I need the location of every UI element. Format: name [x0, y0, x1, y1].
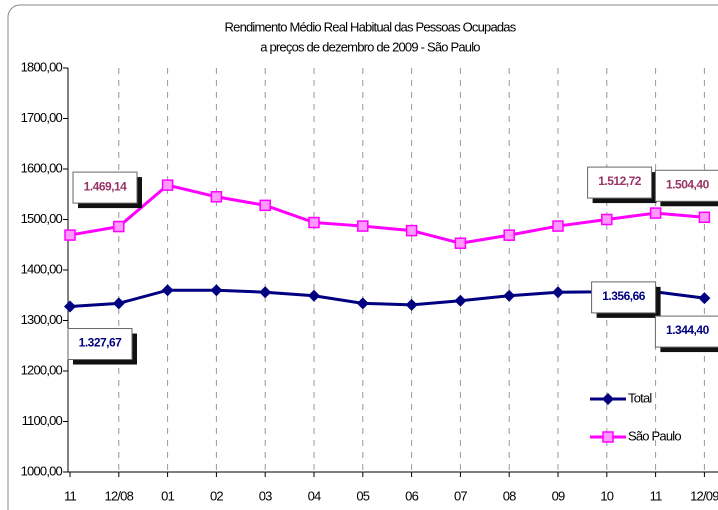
point — [308, 216, 320, 229]
chart-border — [7, 4, 718, 510]
point — [649, 207, 662, 219]
y-tick-label: 1500,00 — [21, 211, 63, 226]
label-box — [591, 281, 657, 314]
point — [161, 284, 174, 297]
data-label: 1.504,40 — [666, 177, 710, 191]
point — [454, 237, 467, 249]
point — [113, 220, 125, 233]
x-tick-label: 10 — [600, 488, 613, 503]
y-tick-label: 1000,00 — [21, 463, 63, 478]
label-box — [67, 328, 133, 361]
data-label: 1.356,66 — [602, 289, 646, 303]
x-tick-label: 07 — [454, 488, 467, 503]
label-box — [654, 169, 718, 202]
label-box — [654, 315, 718, 348]
x-tick-label: 04 — [308, 488, 321, 503]
point — [552, 286, 564, 299]
point — [405, 224, 418, 237]
point — [259, 199, 271, 212]
x-tick-label: 08 — [503, 488, 516, 503]
point — [64, 300, 76, 313]
point — [259, 286, 272, 299]
point — [698, 211, 711, 224]
x-tick-label: 03 — [259, 488, 272, 503]
data-label: 1.469,14 — [84, 179, 128, 193]
label-box — [72, 171, 138, 204]
x-tick-label: 01 — [161, 488, 174, 503]
y-tick-label: 1700,00 — [21, 110, 63, 125]
x-tick-label: 12/08 — [105, 488, 134, 503]
x-tick-label: 02 — [210, 488, 223, 503]
label-box — [587, 166, 653, 199]
y-tick-label: 1300,00 — [21, 312, 63, 327]
point — [356, 297, 369, 310]
x-tick-label: 06 — [405, 488, 418, 503]
point — [552, 220, 564, 232]
legend-label: São Paulo — [628, 428, 681, 443]
point — [601, 213, 613, 226]
x-tick-label: 11 — [64, 488, 76, 503]
point — [161, 179, 174, 191]
legend-marker — [602, 393, 614, 405]
point — [210, 284, 223, 297]
data-label: 1.327,67 — [79, 336, 123, 350]
x-tick-label: 12/09 — [690, 488, 718, 503]
chart-subtitle: a preços de dezembro de 2009 - São Paulo — [260, 39, 480, 54]
data-label: 1.344,40 — [666, 323, 710, 337]
x-tick-label: 11 — [650, 488, 662, 503]
point — [698, 292, 711, 305]
line — [69, 183, 705, 245]
data-label: 1.512,72 — [598, 174, 642, 188]
y-tick-label: 1400,00 — [21, 261, 63, 276]
point — [112, 297, 125, 310]
legend-marker — [602, 431, 614, 443]
y-tick-label: 1100,00 — [22, 413, 63, 428]
point — [64, 229, 76, 241]
y-tick-label: 1800,00 — [21, 59, 63, 74]
legend-label: Total — [628, 390, 652, 405]
point — [210, 191, 223, 203]
y-tick-label: 1600,00 — [21, 160, 63, 175]
point — [308, 289, 320, 302]
x-tick-label: 09 — [552, 488, 565, 503]
point — [357, 220, 369, 232]
x-tick-label: 05 — [356, 488, 369, 503]
point — [405, 298, 418, 311]
y-tick-label: 1200,00 — [21, 362, 63, 377]
chart-title: Rendimento Médio Real Habitual das Pesso… — [225, 19, 517, 34]
point — [503, 289, 516, 302]
point — [503, 229, 515, 241]
point — [454, 294, 467, 307]
